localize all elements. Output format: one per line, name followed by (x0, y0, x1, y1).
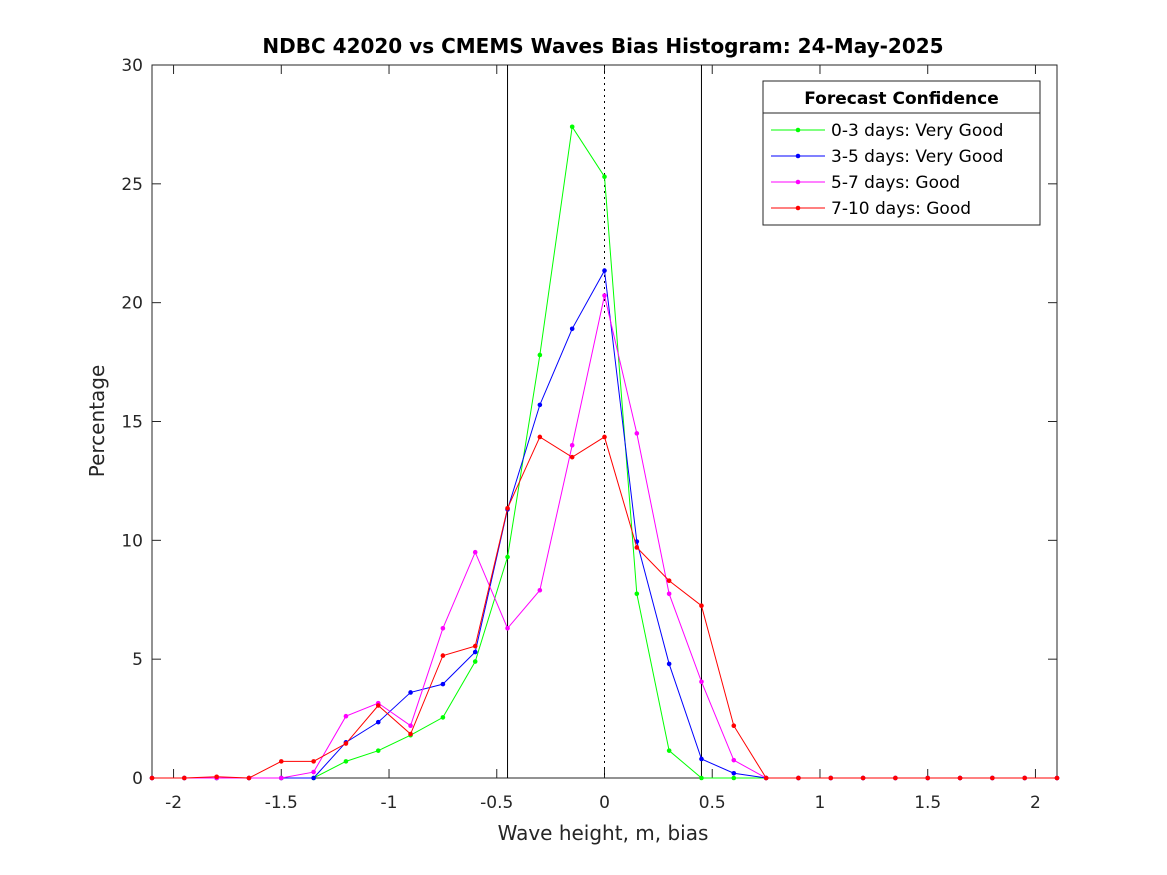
data-point (440, 653, 446, 658)
data-point (343, 713, 349, 719)
data-point (699, 603, 704, 608)
data-point (634, 431, 640, 436)
x-tick-label: 0.5 (699, 793, 726, 813)
data-point (731, 770, 737, 776)
data-point (375, 748, 381, 753)
data-point (990, 775, 995, 781)
x-tick-label: 2 (1030, 793, 1041, 813)
data-point (569, 442, 575, 448)
x-tick-label: 1 (815, 793, 826, 813)
y-axis-label: Percentage (85, 365, 109, 478)
data-point (440, 681, 446, 687)
y-tick-label: 15 (121, 413, 143, 433)
x-tick-label: -1 (381, 793, 398, 813)
y-tick-label: 20 (121, 294, 143, 314)
data-point (343, 741, 349, 746)
data-point (602, 268, 607, 273)
data-point (602, 174, 607, 180)
data-point (666, 661, 672, 667)
chart-title: NDBC 42020 vs CMEMS Waves Bias Histogram… (262, 34, 943, 58)
data-point (569, 124, 575, 130)
x-tick-label: -1.5 (265, 793, 298, 813)
data-point (666, 578, 672, 584)
data-point (666, 591, 672, 597)
legend-entry: 0-3 days: Very Good (831, 121, 1003, 141)
data-point (957, 775, 963, 781)
y-tick-label: 10 (121, 531, 143, 551)
legend-marker (795, 179, 801, 185)
x-axis-label: Wave height, m, bias (498, 821, 709, 845)
data-point (537, 402, 543, 408)
data-point (311, 775, 316, 781)
data-point (472, 649, 478, 655)
data-point (505, 505, 510, 511)
legend-title: Forecast Confidence (804, 89, 999, 109)
data-point (375, 703, 381, 708)
y-tick-label: 25 (121, 175, 143, 195)
data-point (472, 643, 478, 649)
data-point (343, 759, 349, 764)
legend-entry: 3-5 days: Very Good (831, 147, 1003, 167)
data-point (731, 757, 737, 763)
y-tick-label: 30 (121, 56, 143, 76)
data-point (602, 434, 607, 440)
data-point (472, 659, 478, 664)
data-point (537, 434, 543, 440)
data-point (569, 326, 575, 332)
data-point (699, 679, 704, 685)
y-tick-label: 5 (132, 650, 143, 670)
data-point (925, 775, 931, 781)
x-tick-label: -0.5 (480, 793, 513, 813)
x-tick-label: -2 (165, 793, 182, 813)
data-point (537, 587, 543, 593)
legend-marker (795, 205, 801, 211)
data-point (634, 591, 640, 597)
data-point (699, 756, 704, 762)
data-point (472, 549, 478, 555)
legend-marker (795, 153, 801, 159)
y-tick-label: 0 (132, 769, 143, 789)
data-point (763, 775, 769, 781)
data-point (182, 775, 187, 781)
data-point (1022, 775, 1027, 781)
data-point (278, 775, 284, 781)
data-point (860, 775, 866, 781)
legend: Forecast Confidence 0-3 days: Very Good 3-… (762, 80, 1041, 226)
data-point (278, 759, 284, 764)
data-point (731, 723, 737, 729)
data-point (440, 625, 446, 631)
data-point (440, 715, 446, 720)
data-point (666, 748, 672, 753)
data-point (408, 690, 413, 695)
data-point (311, 759, 316, 764)
data-point (634, 545, 640, 550)
legend-entry: 5-7 days: Good (831, 173, 960, 193)
data-point (602, 293, 607, 298)
data-point (1054, 775, 1060, 781)
data-point (796, 775, 801, 781)
data-point (505, 625, 510, 631)
data-point (408, 723, 413, 729)
data-point (828, 775, 834, 781)
data-point (505, 554, 510, 560)
legend-marker (795, 127, 801, 133)
data-point (893, 775, 898, 781)
legend-box (762, 80, 1041, 226)
data-point (408, 731, 413, 737)
data-point (731, 775, 737, 781)
data-point (537, 352, 543, 358)
data-point (375, 719, 381, 725)
data-point (699, 775, 704, 781)
data-point (214, 774, 219, 780)
legend-entry: 7-10 days: Good (831, 199, 971, 219)
data-point (569, 454, 575, 460)
data-point (311, 769, 316, 775)
data-point (149, 775, 155, 781)
x-tick-label: 1.5 (914, 793, 941, 813)
data-point (246, 775, 252, 781)
x-tick-label: 0 (599, 793, 610, 813)
